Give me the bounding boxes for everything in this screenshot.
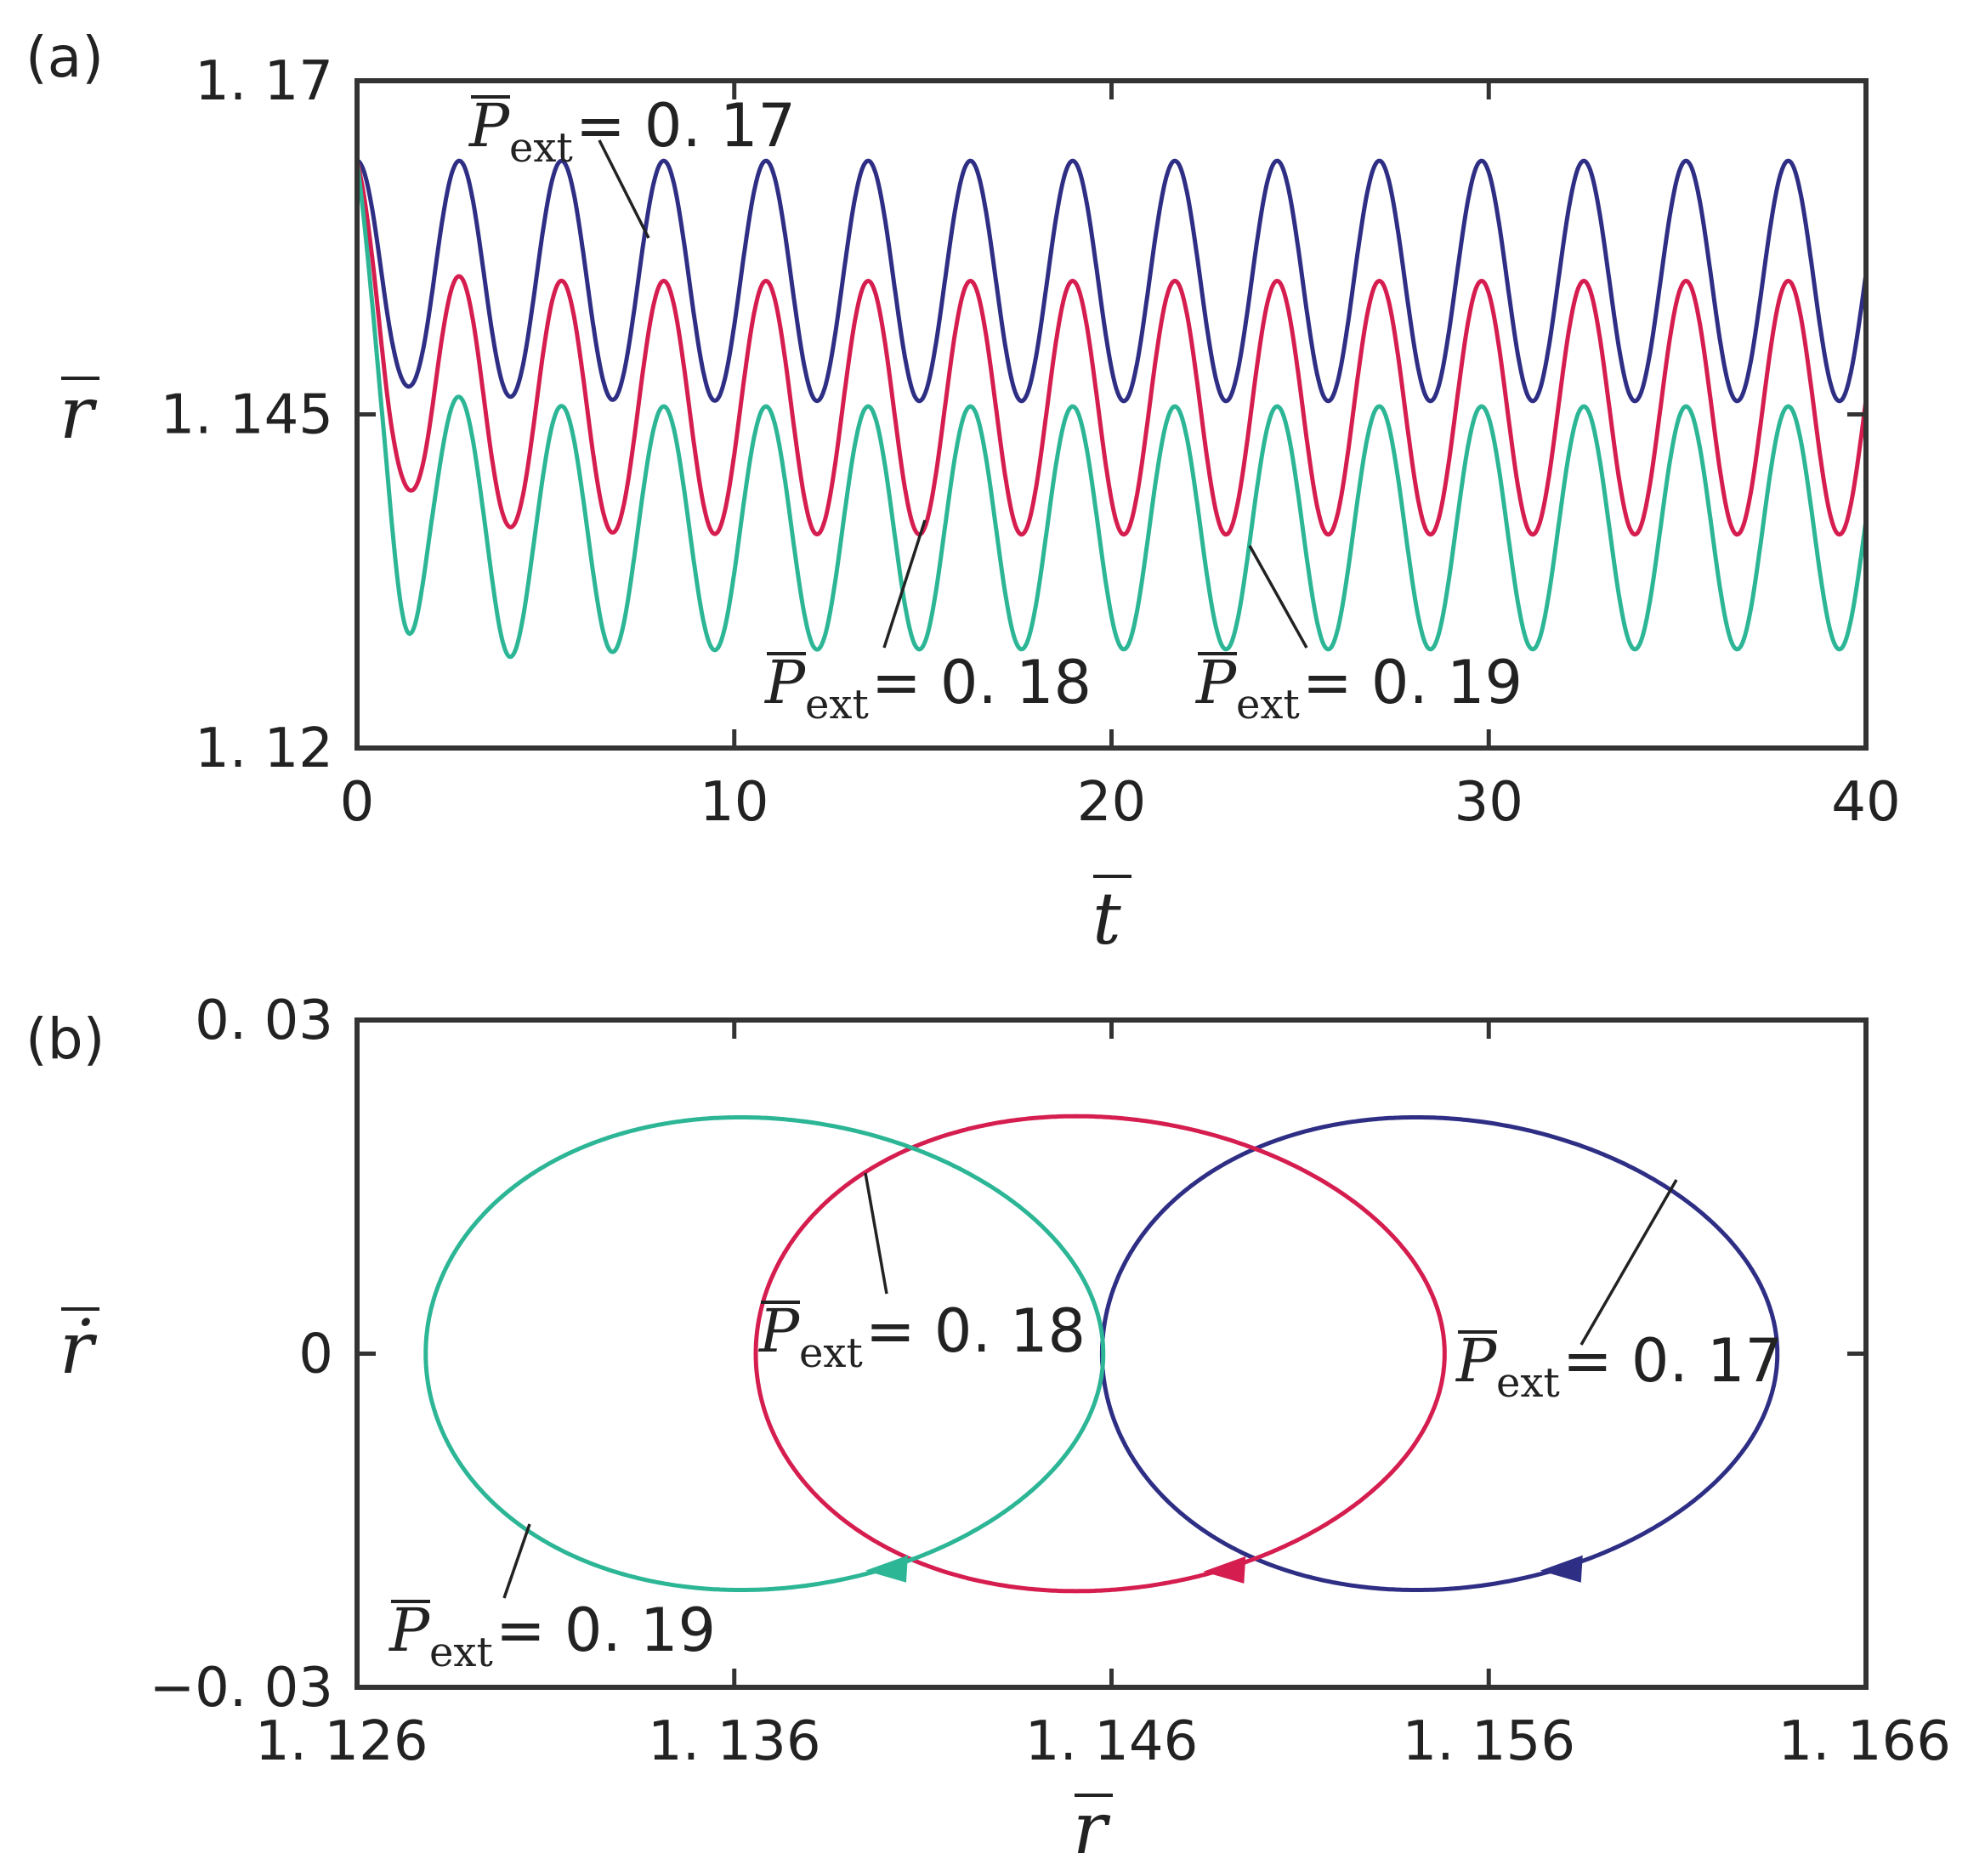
annotation-b-0017-value: = 0. 17	[1562, 1326, 1783, 1396]
y-tick-label-a-0: 1. 12	[195, 717, 333, 780]
annotation-a-0017-value: = 0. 17	[576, 91, 796, 161]
annotation-a-0017-symbol: P	[468, 91, 511, 161]
panel-b-xlabel: r	[1073, 1787, 1111, 1870]
panel-b-x-axis-label: r	[1073, 1787, 1113, 1870]
annotation-a-0018-value: = 0. 18	[871, 648, 1092, 717]
panel-b-series-lines	[423, 1114, 1780, 1594]
annotation-b-0019-symbol: P	[388, 1595, 431, 1665]
panel-b-y-axis-label: ṙ	[60, 1306, 99, 1390]
panel-a-label: (a)	[26, 25, 104, 90]
annotation-a-0017-leader	[598, 139, 650, 239]
annotation-b-0018-leader	[864, 1172, 888, 1295]
series-line-a-0	[356, 158, 1869, 404]
y-tick-label-b-0: −0. 03	[150, 1657, 333, 1720]
panel-a-xlabel: t	[1092, 877, 1121, 961]
y-tick-label-a-2: 1. 17	[195, 50, 333, 113]
y-tick-label-b-1: 0	[298, 1323, 333, 1386]
annotation-a-0019-subscript: ext	[1236, 681, 1300, 728]
y-tick-label-b-2: 0. 03	[195, 989, 333, 1052]
series-line-a-1	[354, 160, 1869, 537]
annotation-b-0018-subscript: ext	[799, 1329, 863, 1377]
series-line-a-2	[354, 160, 1869, 660]
x-tick-label-b-1: 1. 136	[648, 1710, 821, 1773]
annotation-b-0019-value: = 0. 19	[496, 1595, 716, 1665]
x-tick-label-b-4: 1. 166	[1778, 1710, 1951, 1773]
panel-b-ylabel: ṙ	[60, 1306, 98, 1390]
direction-arrow-b-1	[1203, 1556, 1246, 1584]
annotation-b-0019-subscript: ext	[429, 1629, 493, 1676]
annotation-b-0017-subscript: ext	[1496, 1359, 1560, 1407]
x-tick-label-a-1: 10	[700, 771, 768, 834]
series-orbit-b-1	[753, 1114, 1447, 1594]
x-tick-label-a-3: 30	[1455, 771, 1523, 834]
panel-a-y-axis-label: r	[60, 371, 99, 455]
panel-b-ticks: 1. 126 1. 136 1. 146 1. 156 1. 166 −0. 03 0 0. …	[150, 989, 1951, 1773]
series-orbit-b-2	[423, 1115, 1106, 1592]
panel-b-label: (b)	[26, 1006, 105, 1072]
annotation-a-0018-subscript: ext	[805, 681, 869, 728]
panel-b-phase-portrait: (b) 1. 126 1. 136 1. 146 1. 156 1. 166 −0. 03…	[26, 989, 1951, 1870]
annotation-b-0017-leader	[1580, 1179, 1678, 1346]
annotation-b-0018-symbol: P	[757, 1296, 801, 1366]
x-tick-label-b-3: 1. 156	[1402, 1710, 1575, 1773]
annotation-b-0019-leader	[502, 1523, 531, 1599]
y-tick-label-a-1: 1. 145	[160, 384, 333, 447]
annotation-a-0019-symbol: P	[1194, 648, 1238, 717]
annotation-a-0017-subscript: ext	[509, 124, 573, 172]
annotation-a-0018-symbol: P	[763, 648, 807, 717]
annotation-a-0019-value: = 0. 19	[1302, 648, 1523, 717]
x-tick-label-b-2: 1. 146	[1025, 1710, 1199, 1773]
direction-arrow-b-0	[1540, 1555, 1583, 1583]
annotation-a-0018-leader	[882, 519, 927, 649]
x-tick-label-b-0: 1. 126	[255, 1710, 428, 1773]
x-tick-label-a-0: 0	[340, 771, 375, 834]
panel-a-x-axis-label: t	[1092, 875, 1131, 961]
annotation-b-0017-symbol: P	[1455, 1326, 1498, 1396]
annotation-b-0018-value: = 0. 18	[865, 1296, 1086, 1366]
direction-arrow-b-2	[865, 1555, 908, 1583]
panel-a-ticks: 0 10 20 30 40 1. 12 1. 145 1. 17	[160, 50, 1900, 834]
panel-a-ylabel: r	[60, 371, 98, 455]
annotation-a-0019-leader	[1248, 545, 1308, 649]
x-tick-label-a-2: 20	[1077, 771, 1146, 834]
panel-a-series-lines	[354, 158, 1869, 660]
x-tick-label-a-4: 40	[1831, 771, 1900, 834]
